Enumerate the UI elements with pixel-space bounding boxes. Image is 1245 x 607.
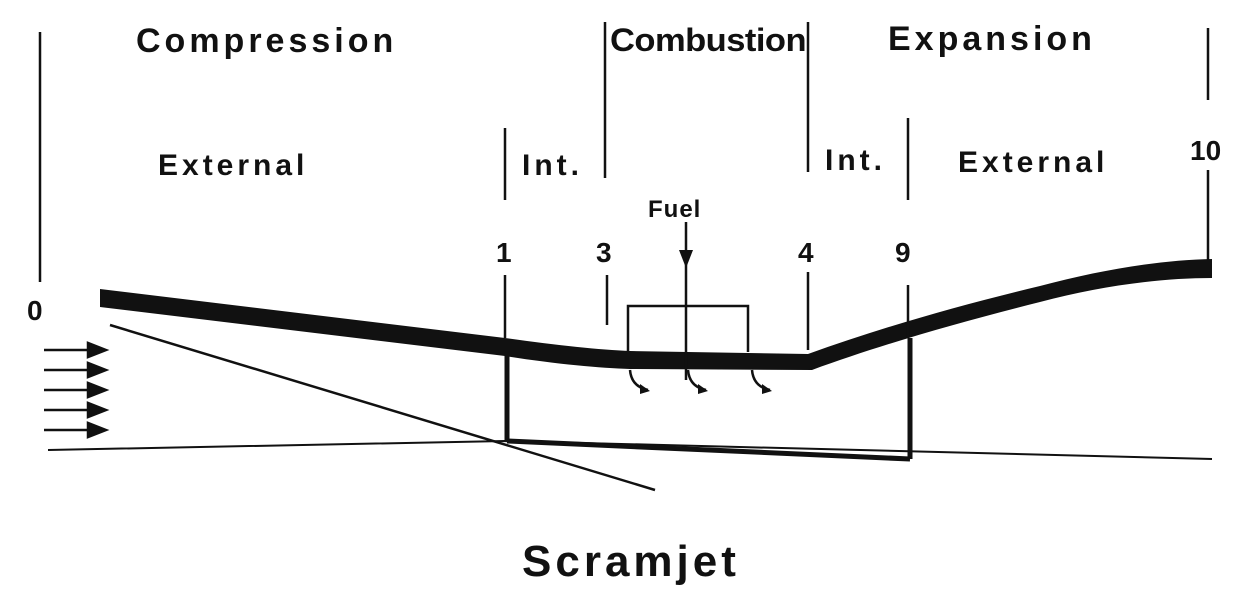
freestream-line [47,439,1213,460]
fuel-manifold-box [626,304,750,352]
station-label-10: 10 [1190,135,1221,166]
freestream-flow-arrows [44,341,110,439]
cowl-lower-surface [506,438,911,462]
station-label-9: 9 [895,237,911,268]
inlet-shock-line [109,323,656,492]
fuel-injector [750,369,772,394]
flow-arrow [44,381,110,399]
region-label-internal-compression: Int. [522,149,583,182]
fuel-injectors [628,369,772,394]
vehicle-body [100,259,1212,370]
phase-label-expansion: Expansion [888,20,1096,58]
fuel-injector [628,369,650,394]
station-label-4: 4 [798,237,814,268]
fuel-label: Fuel [648,196,701,223]
phase-label-compression: Compression [136,22,397,60]
fuel-injector [686,369,708,394]
diagram-title: Scramjet [522,537,740,586]
station-dividers [38,22,1210,350]
station-label-1: 1 [496,237,512,268]
region-label-external-compression: External [158,149,308,182]
region-label-external-expansion: External [958,146,1108,179]
cowl [504,338,913,462]
station-label-3: 3 [596,237,612,268]
fuel-arrow-head [679,250,693,268]
region-label-internal-expansion: Int. [825,144,886,177]
flow-arrow [44,401,110,419]
flow-arrow [44,341,110,359]
flow-arrow [44,421,110,439]
station-label-0: 0 [27,295,43,326]
phase-label-combustion: Combustion [610,22,806,58]
fuel-manifold [626,222,750,380]
flow-arrow [44,361,110,379]
